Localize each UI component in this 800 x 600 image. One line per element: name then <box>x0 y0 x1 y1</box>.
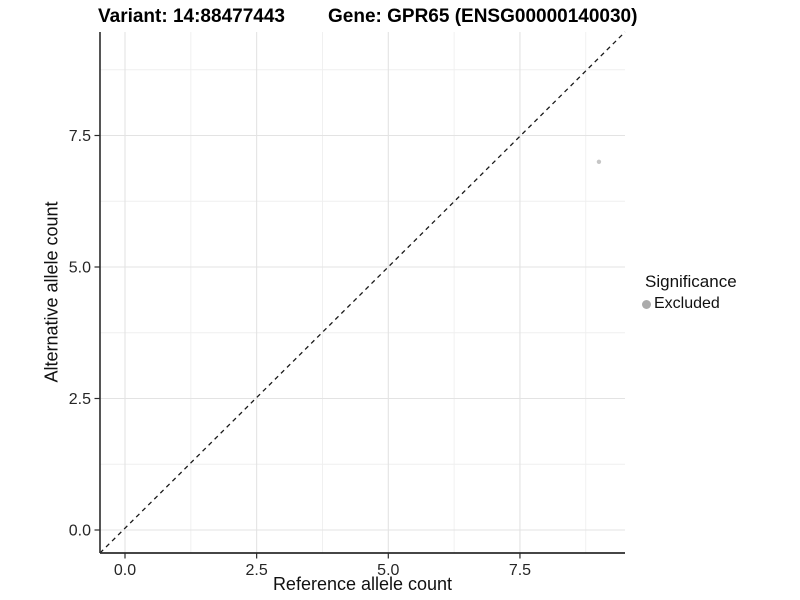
y-tick-label: 2.5 <box>69 391 91 408</box>
legend-title: Significance <box>645 272 737 291</box>
plot-title-gene: Gene: GPR65 (ENSG00000140030) <box>328 6 638 27</box>
x-tick-label: 5.0 <box>377 562 399 579</box>
legend-label: Excluded <box>654 295 720 312</box>
x-axis-title: Reference allele count <box>272 574 453 594</box>
y-axis-title-text: Alternative allele count <box>41 201 62 383</box>
identity-reference-line <box>99 31 626 554</box>
x-tick-label: 7.5 <box>509 562 531 579</box>
legend: Significance Excluded <box>640 272 737 313</box>
y-tick-label: 5.0 <box>69 260 91 277</box>
y-tick-label: 0.0 <box>69 523 91 540</box>
legend-item-excluded: Excluded <box>640 295 737 313</box>
x-tick-label: 0.0 <box>114 562 136 579</box>
plot-title-variant: Variant: 14:88477443 <box>98 6 285 27</box>
legend-marker-circle-icon <box>642 299 651 309</box>
x-tick-label: 2.5 <box>246 562 268 579</box>
data-point <box>596 159 602 164</box>
y-tick-label: 7.5 <box>69 128 91 145</box>
